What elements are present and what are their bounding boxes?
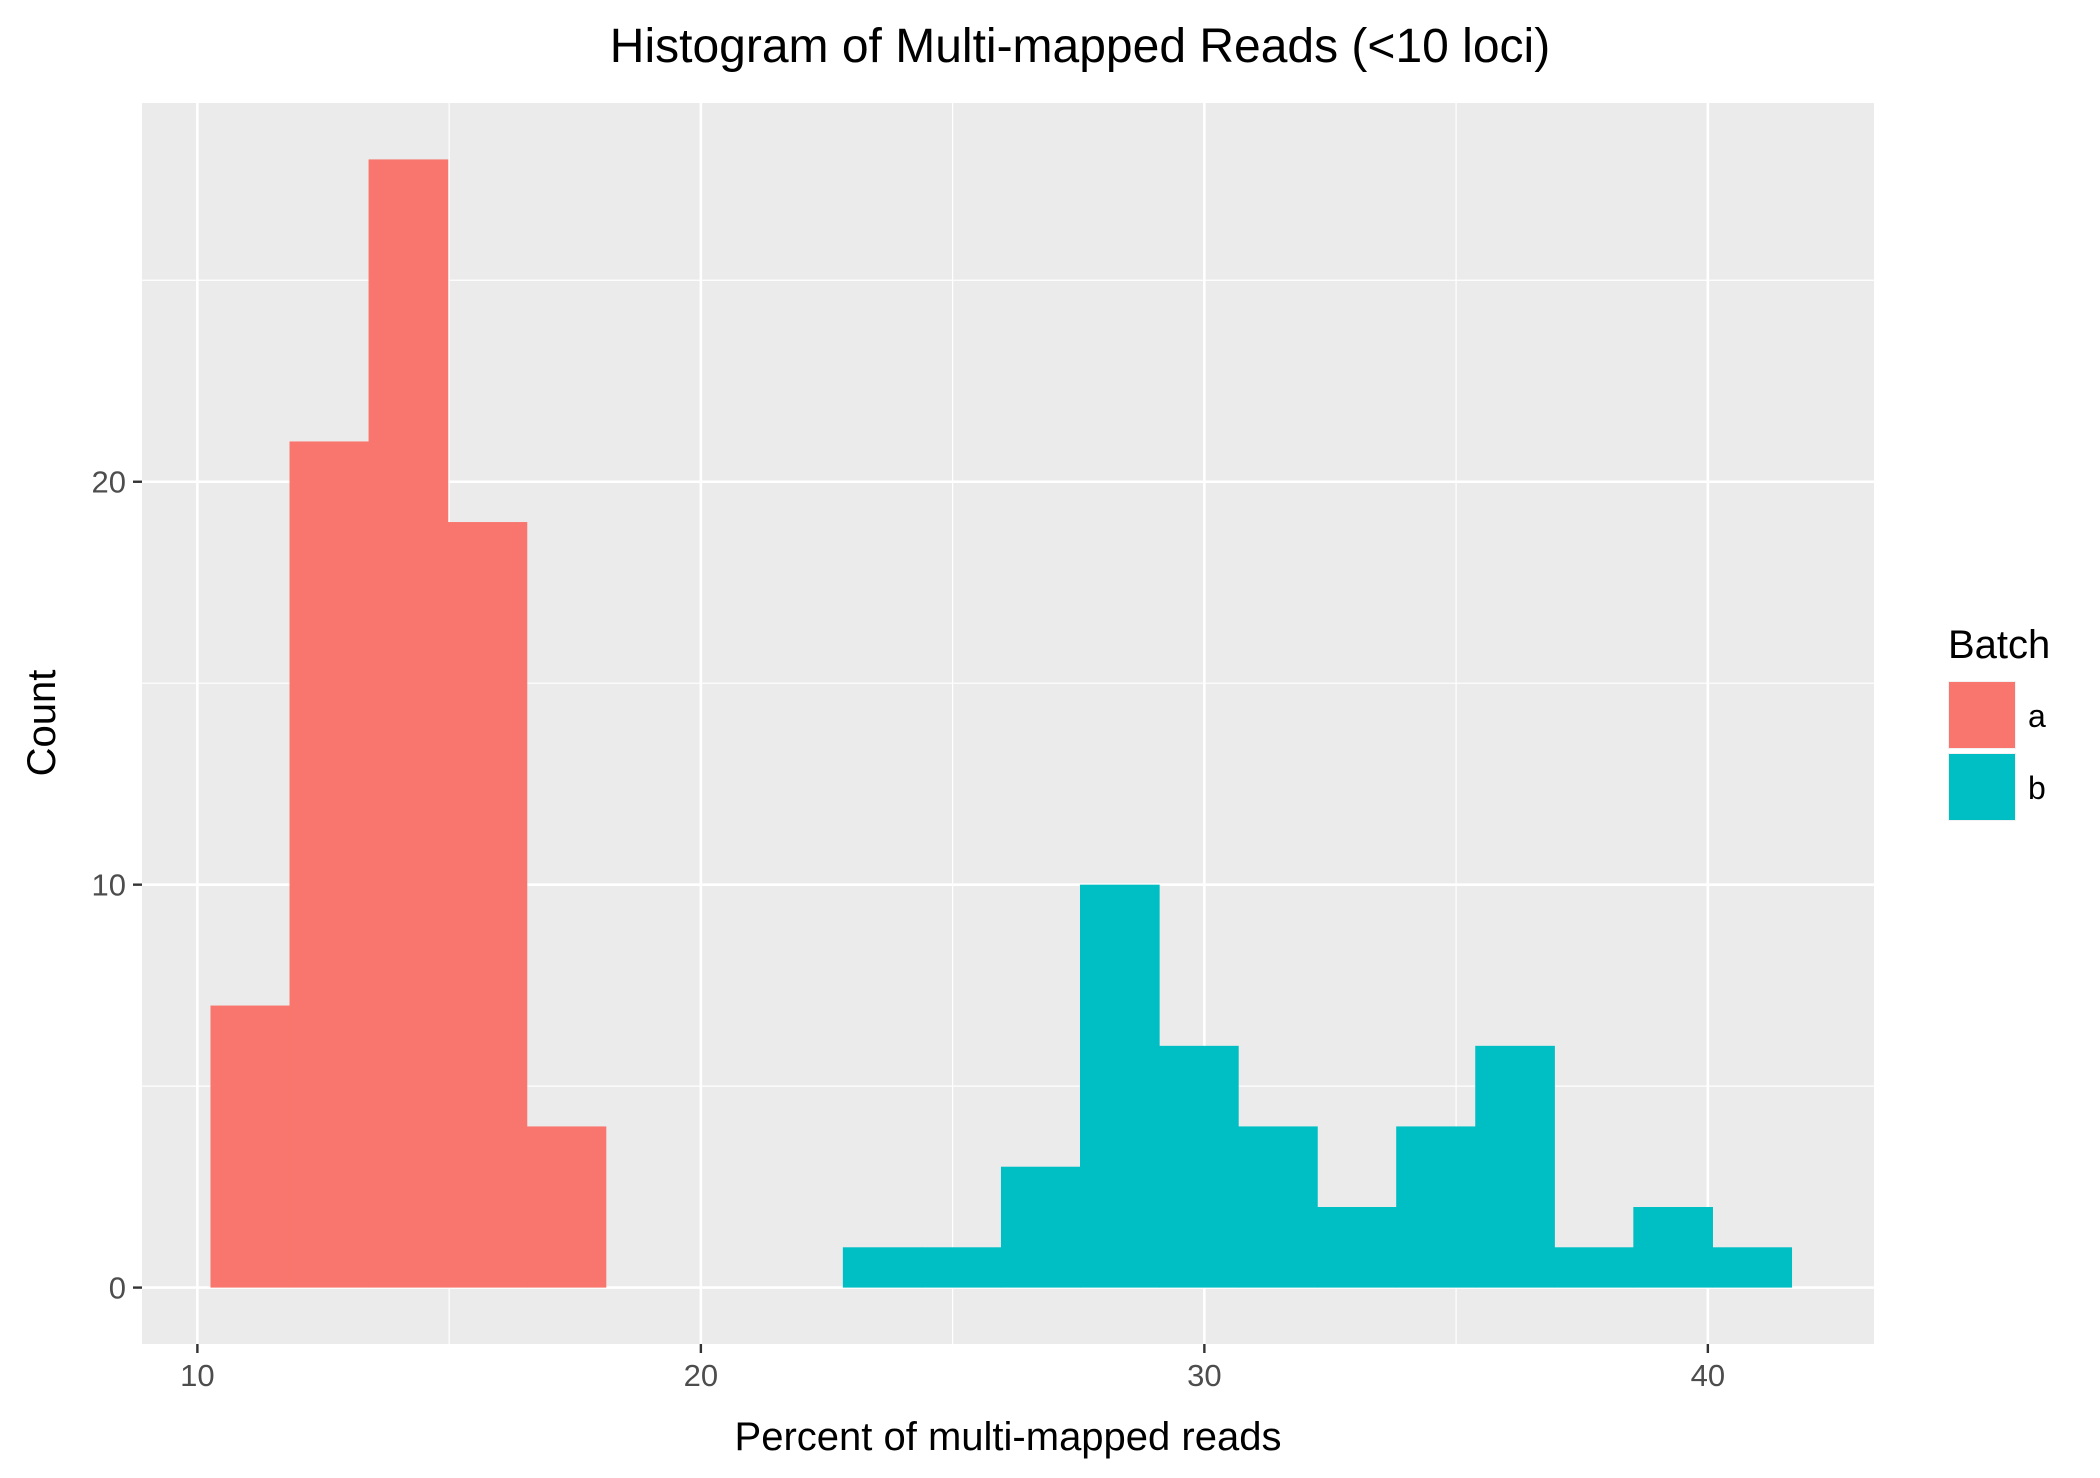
x-tick-label: 30 [1187,1358,1221,1393]
bar-b [1554,1247,1634,1288]
x-axis: 10 20 30 40 [180,1344,1725,1393]
x-tick-label: 40 [1691,1358,1725,1393]
bar-b [842,1247,923,1288]
chart-title: Histogram of Multi-mapped Reads (<10 loc… [610,20,1550,73]
bar-b [1712,1247,1793,1288]
bar-b [1079,884,1160,1288]
legend-swatch-b [1949,754,2015,820]
y-tick-label: 0 [109,1271,126,1306]
y-axis: 0 10 20 [92,465,142,1306]
x-axis-title: Percent of multi-mapped reads [735,1415,1282,1459]
bar-a [447,522,528,1288]
histogram-bars [210,159,1793,1288]
bar-b [1159,1045,1239,1288]
bar-b [1633,1207,1713,1288]
x-tick-label: 10 [180,1358,214,1393]
bar-b [1238,1126,1318,1288]
bar-b [1475,1045,1555,1288]
y-axis-title: Count [20,670,64,777]
bar-b [921,1247,1002,1288]
legend-label-b: b [2028,770,2046,806]
legend-title: Batch [1948,623,2050,667]
legend-label-a: a [2028,698,2046,734]
bar-a [526,1126,607,1288]
x-tick-label: 20 [684,1358,718,1393]
legend-swatch-a [1949,682,2015,748]
bar-b [1317,1207,1397,1288]
bar-b [1396,1126,1476,1288]
bar-b [1000,1166,1081,1288]
bar-a [368,159,449,1288]
y-tick-label: 10 [92,868,126,903]
legend: Batch ab [1948,623,2050,821]
bar-a [210,1005,291,1288]
y-tick-label: 20 [92,465,126,500]
bar-a [289,441,370,1288]
